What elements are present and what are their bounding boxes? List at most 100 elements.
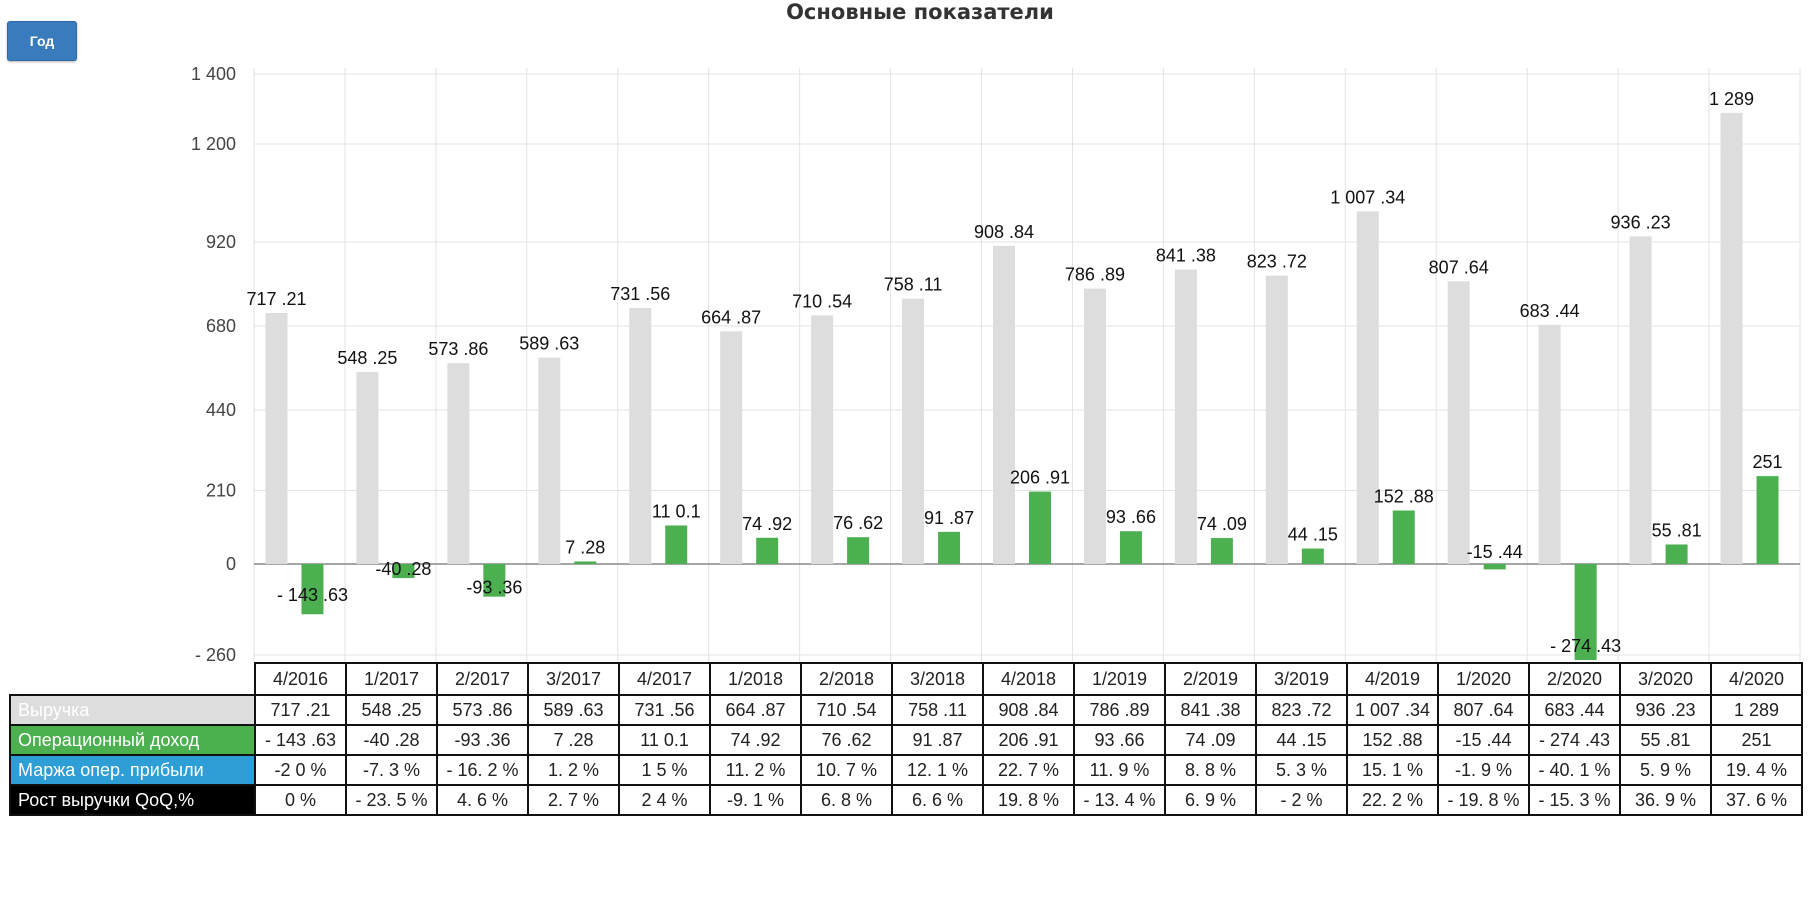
category-header-cell: 1/2017 [345,662,438,696]
revenue-bar [538,357,561,564]
op-income-bar [938,531,961,564]
table-cell: 11 0.1 [618,724,711,756]
table-cell: - 23. 5 % [345,784,438,816]
table-cell: 664 .87 [709,694,802,726]
table-cell: 710 .54 [800,694,893,726]
op-income-bar [756,537,779,564]
table-cell: 91 .87 [891,724,984,756]
table-cell: 22. 2 % [1346,784,1439,816]
op-income-data-label: 251 [1753,452,1783,472]
op-income-data-label: - 274 .43 [1550,636,1621,656]
table-cell: 152 .88 [1346,724,1439,756]
table-cell: 717 .21 [254,694,347,726]
op-income-bar [301,564,324,615]
row-label: Маржа опер. прибыли [9,754,256,786]
revenue-data-label: 908 .84 [974,222,1034,242]
table-cell: 548 .25 [345,694,438,726]
table-cell: - 274 .43 [1528,724,1621,756]
revenue-bar [1265,275,1288,564]
revenue-bar [1447,281,1470,564]
table-cell: 11. 9 % [1073,754,1166,786]
revenue-bar [811,315,834,564]
category-header-cell: 4/2020 [1710,662,1803,696]
revenue-data-label: 1 289 [1709,89,1754,109]
op-income-data-label: 11 0.1 [652,501,701,521]
revenue-data-label: 786 .89 [1065,265,1125,285]
revenue-data-label: 548 .25 [337,348,397,368]
table-cell: -1. 9 % [1437,754,1530,786]
table-cell: 786 .89 [1073,694,1166,726]
table-cell: 823 .72 [1255,694,1348,726]
y-tick-label: 0 [226,554,236,574]
revenue-data-label: 573 .86 [428,339,488,359]
revenue-data-label: 823 .72 [1247,252,1307,272]
table-cell: 1 289 [1710,694,1803,726]
op-income-data-label: 76 .62 [833,513,883,533]
table-row: Операционный доход - 143 .63 -40 .28 -93 .3… [9,724,1803,756]
revenue-bar [993,245,1015,564]
category-header-cell: 1/2019 [1073,662,1166,696]
table-header-row: 4/2016 1/2017 2/2017 3/2017 4/2017 1/2018 2/20… [10,662,1803,696]
table-cell: 22. 7 % [982,754,1075,786]
table-cell: 8. 8 % [1164,754,1257,786]
table-cell: 10. 7 % [800,754,893,786]
op-income-data-label: 91 .87 [924,508,974,528]
table-cell: 74 .09 [1164,724,1257,756]
revenue-bar [265,312,288,564]
table-cell: 93 .66 [1073,724,1166,756]
revenue-data-label: 1 007 .34 [1330,187,1405,207]
table-cell: 19. 4 % [1710,754,1803,786]
revenue-bar [720,331,743,564]
op-income-data-label: 74 .09 [1197,514,1247,534]
table-cell: 19. 8 % [982,784,1075,816]
table-cell: -40 .28 [345,724,438,756]
y-tick-label: 1 400 [191,64,236,84]
category-header-cell: 3/2020 [1619,662,1712,696]
table-cell: 0 % [254,784,347,816]
table-cell: - 16. 2 % [436,754,529,786]
category-header-cell: 2/2017 [436,662,529,696]
op-income-bar [483,564,506,597]
op-income-bar [1301,548,1324,564]
table-cell: 1. 2 % [527,754,620,786]
table-cell: 6. 6 % [891,784,984,816]
table-cell: - 19. 8 % [1437,784,1530,816]
table-cell: - 13. 4 % [1073,784,1166,816]
category-header-cell: 4/2016 [254,662,347,696]
op-income-data-label: -15 .44 [1467,542,1523,562]
category-header-cell: 1/2018 [709,662,802,696]
revenue-data-label: 758 .11 [884,275,943,295]
table-cell: 2. 7 % [527,784,620,816]
category-header-cell: 2/2018 [800,662,893,696]
table-cell: -2 0 % [254,754,347,786]
table-cell: 758 .11 [891,694,984,726]
table-cell: 589 .63 [527,694,620,726]
revenue-data-label: 731 .56 [610,284,670,304]
table-cell: -7. 3 % [345,754,438,786]
table-corner [10,663,255,695]
op-income-bar [1756,476,1779,564]
revenue-bar [1629,236,1652,564]
table-cell: 1 007 .34 [1346,694,1439,726]
table-cell: 2 4 % [618,784,711,816]
y-tick-label: 920 [206,232,236,252]
table-cell: -9. 1 % [709,784,802,816]
revenue-bar [447,363,470,564]
op-income-data-label: 93 .66 [1106,507,1156,527]
year-button[interactable]: Год [7,21,77,61]
revenue-bar [1174,269,1197,564]
category-header-cell: 2/2020 [1528,662,1621,696]
y-tick-label: - 260 [195,645,236,665]
revenue-bar [1720,112,1743,564]
category-header-cell: 2/2019 [1164,662,1257,696]
table-cell: 36. 9 % [1619,784,1712,816]
revenue-data-label: 841 .38 [1156,246,1216,266]
revenue-bar [356,372,379,564]
op-income-data-label: 44 .15 [1288,525,1338,545]
table-cell: 7 .28 [527,724,620,756]
op-income-data-label: 7 .28 [565,537,605,557]
table-cell: 251 [1710,724,1803,756]
table-cell: 11. 2 % [709,754,802,786]
table-cell: - 2 % [1255,784,1348,816]
revenue-data-label: 664 .87 [701,307,761,327]
